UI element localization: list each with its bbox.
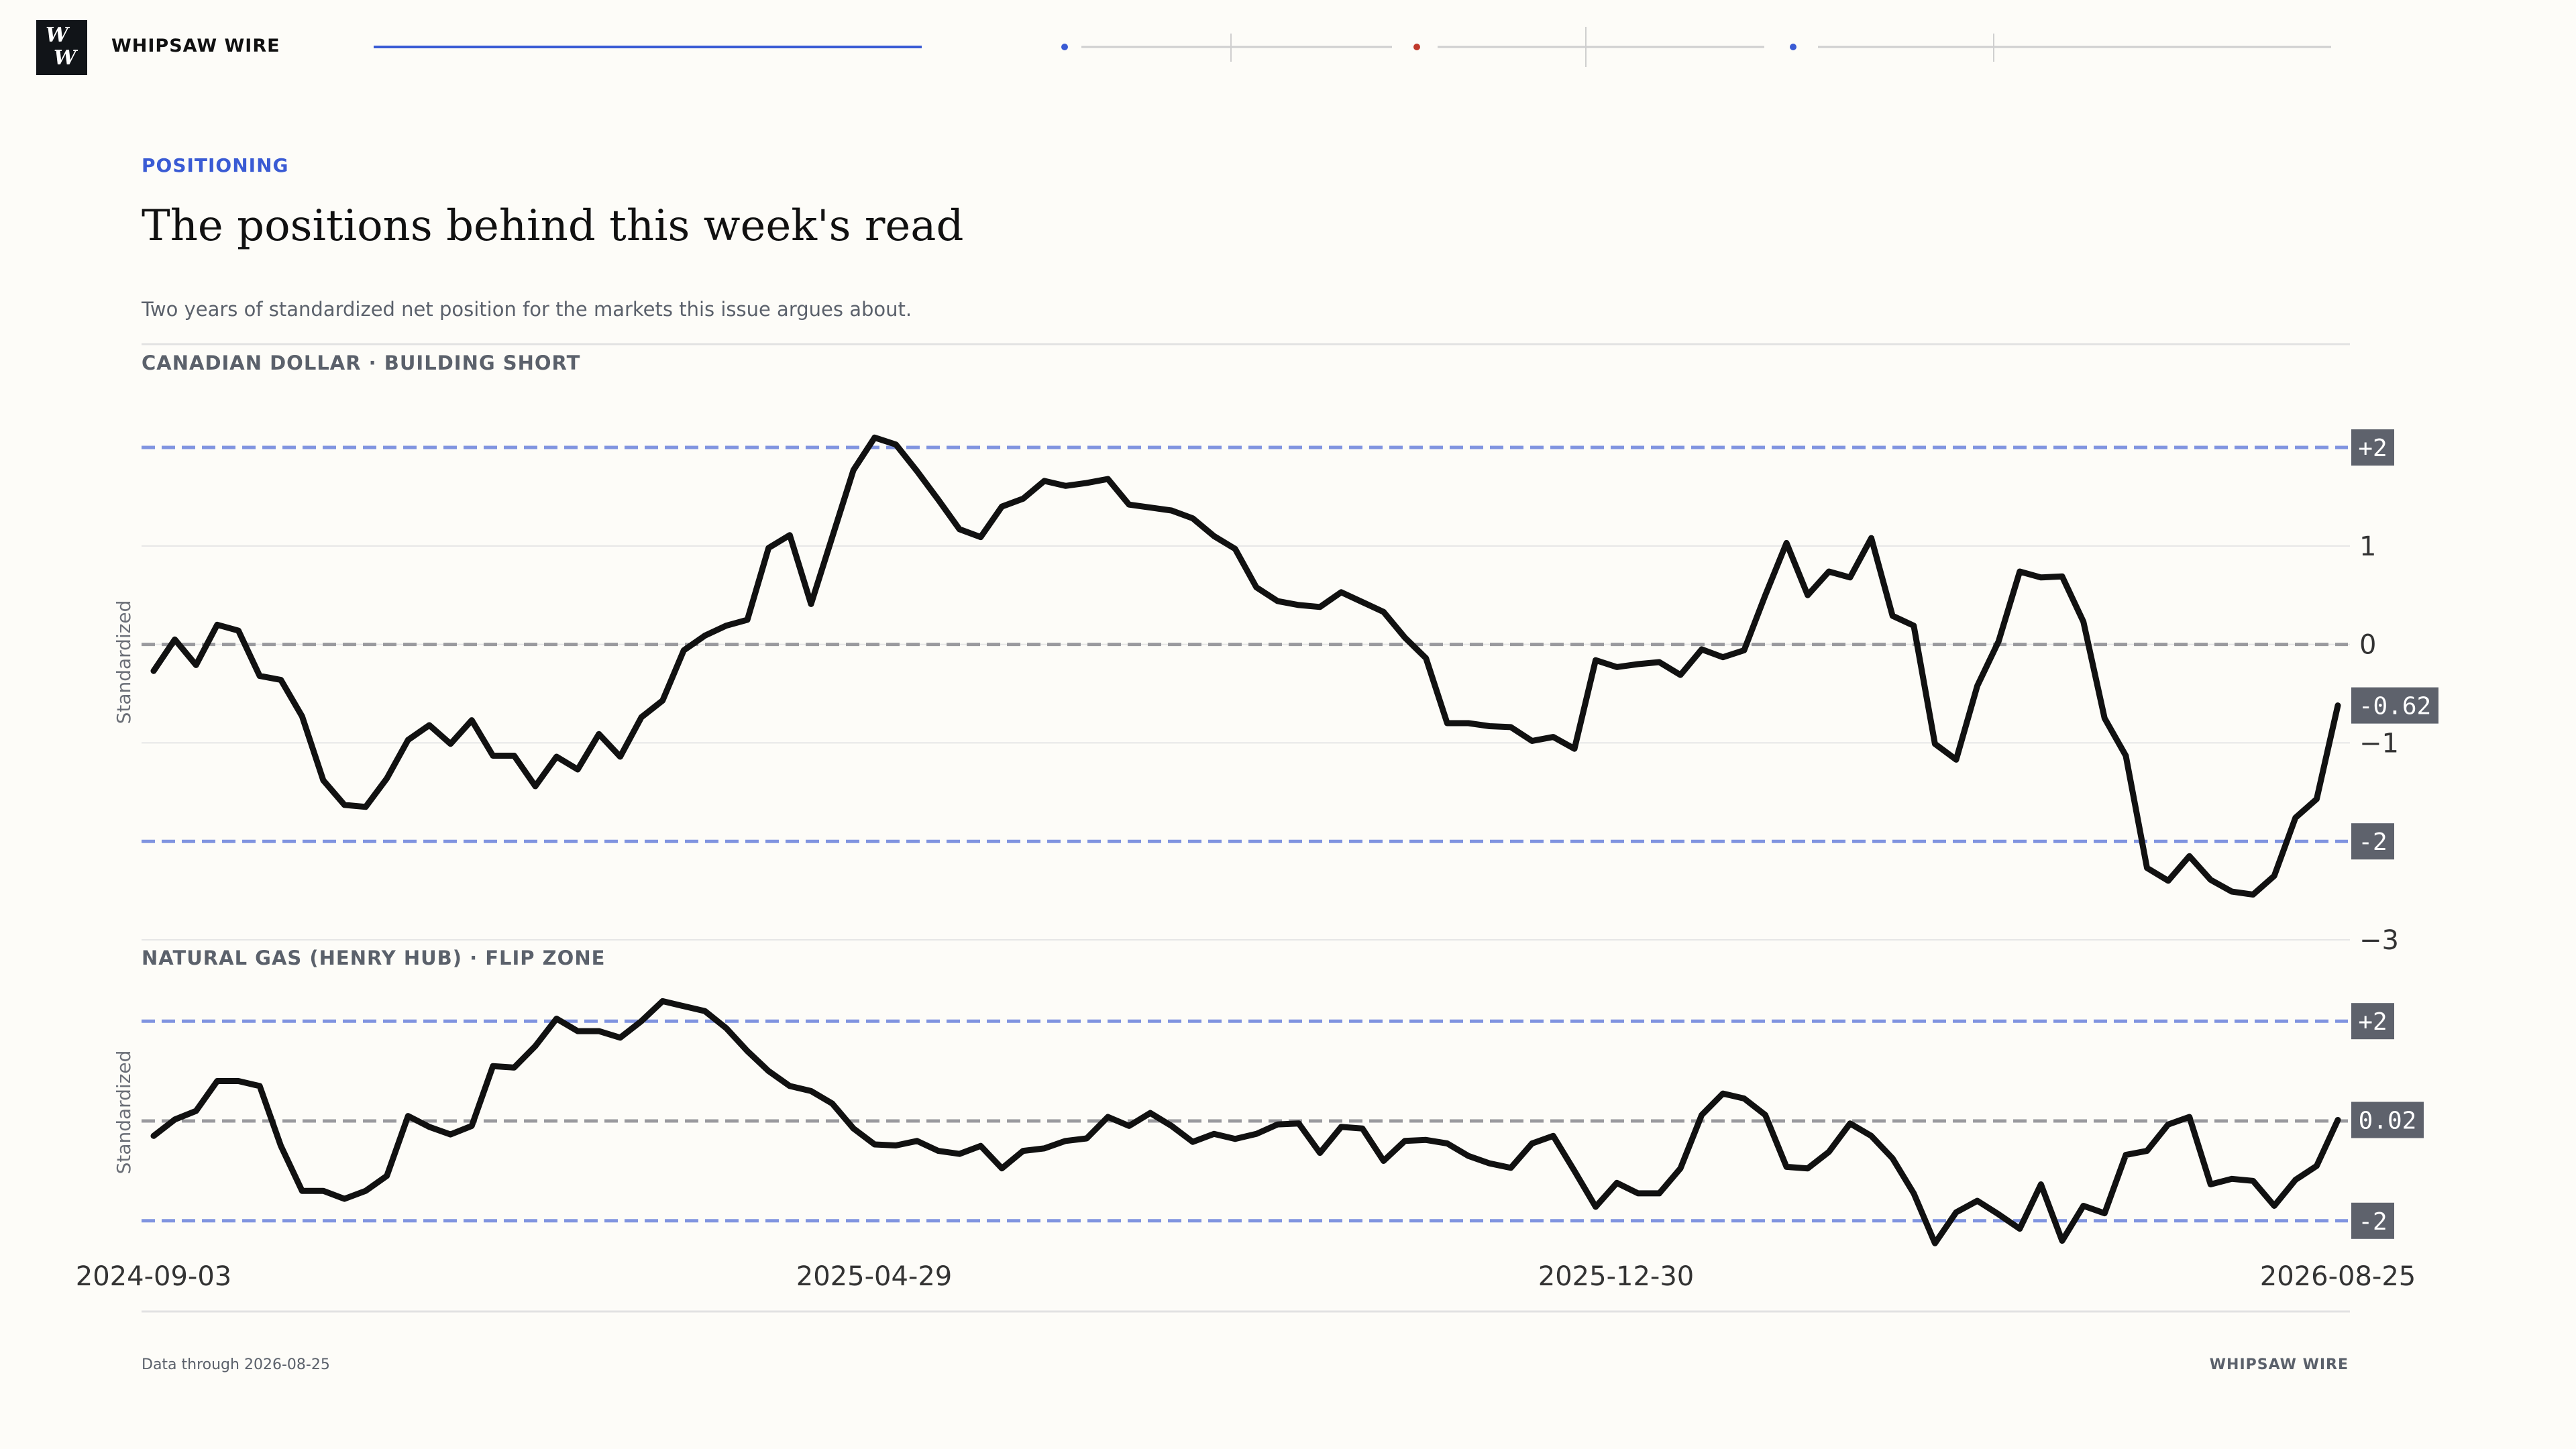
issue-progress-nav[interactable] (0, 0, 2576, 94)
x-tick-label: 2024-09-03 (76, 1261, 231, 1292)
x-tick-label: 2025-04-29 (796, 1261, 952, 1292)
top-bar: W W WHIPSAW WIRE (0, 0, 2576, 94)
panel-title: CANADIAN DOLLAR · BUILDING SHORT (142, 352, 580, 374)
band-badge (2351, 1003, 2394, 1040)
x-tick-label: 2026-08-25 (2260, 1261, 2416, 1292)
nav-marker-dot (1413, 44, 1420, 50)
logo-letter-bottom: W (54, 46, 76, 70)
y-tick-label: −1 (2359, 728, 2399, 759)
series-line (150, 998, 2341, 1246)
x-tick-label: 2025-12-30 (1538, 1261, 1694, 1292)
band-badge-label: +2 (2358, 1008, 2387, 1036)
footer-brand: WHIPSAW WIRE (2209, 1356, 2349, 1373)
band-badge-label: +2 (2358, 435, 2387, 462)
band-badge-label: -2 (2358, 1208, 2387, 1236)
page-subtitle: Two years of standardized net position f… (142, 298, 912, 321)
y-axis-label: Standardized (113, 1051, 135, 1175)
y-tick-label: 0 (2359, 630, 2376, 661)
page-title: The positions behind this week's read (142, 201, 964, 251)
last-value-label: 0.02 (2359, 1108, 2417, 1135)
band-badge (2351, 823, 2394, 860)
brand-name[interactable]: WHIPSAW WIRE (111, 36, 280, 56)
y-tick-label: 1 (2359, 531, 2376, 562)
nav-marker-dot (1790, 44, 1796, 50)
section-kicker: POSITIONING (142, 154, 289, 176)
brand-logo[interactable]: W W (36, 20, 87, 75)
nav-marker-dot (1061, 44, 1068, 50)
band-badge-label: -2 (2358, 828, 2387, 856)
last-value-badge (2351, 1102, 2424, 1138)
footer-data-note: Data through 2026-08-25 (142, 1356, 330, 1373)
y-axis-label: Standardized (113, 600, 135, 724)
band-badge (2351, 429, 2394, 466)
last-value-label: -0.62 (2359, 693, 2431, 720)
band-badge (2351, 1202, 2394, 1239)
last-value-badge (2351, 687, 2438, 724)
y-tick-label: −3 (2359, 925, 2399, 956)
panel-title: NATURAL GAS (HENRY HUB) · FLIP ZONE (142, 947, 605, 969)
series-line (150, 434, 2341, 898)
logo-letter-top: W (46, 23, 68, 47)
